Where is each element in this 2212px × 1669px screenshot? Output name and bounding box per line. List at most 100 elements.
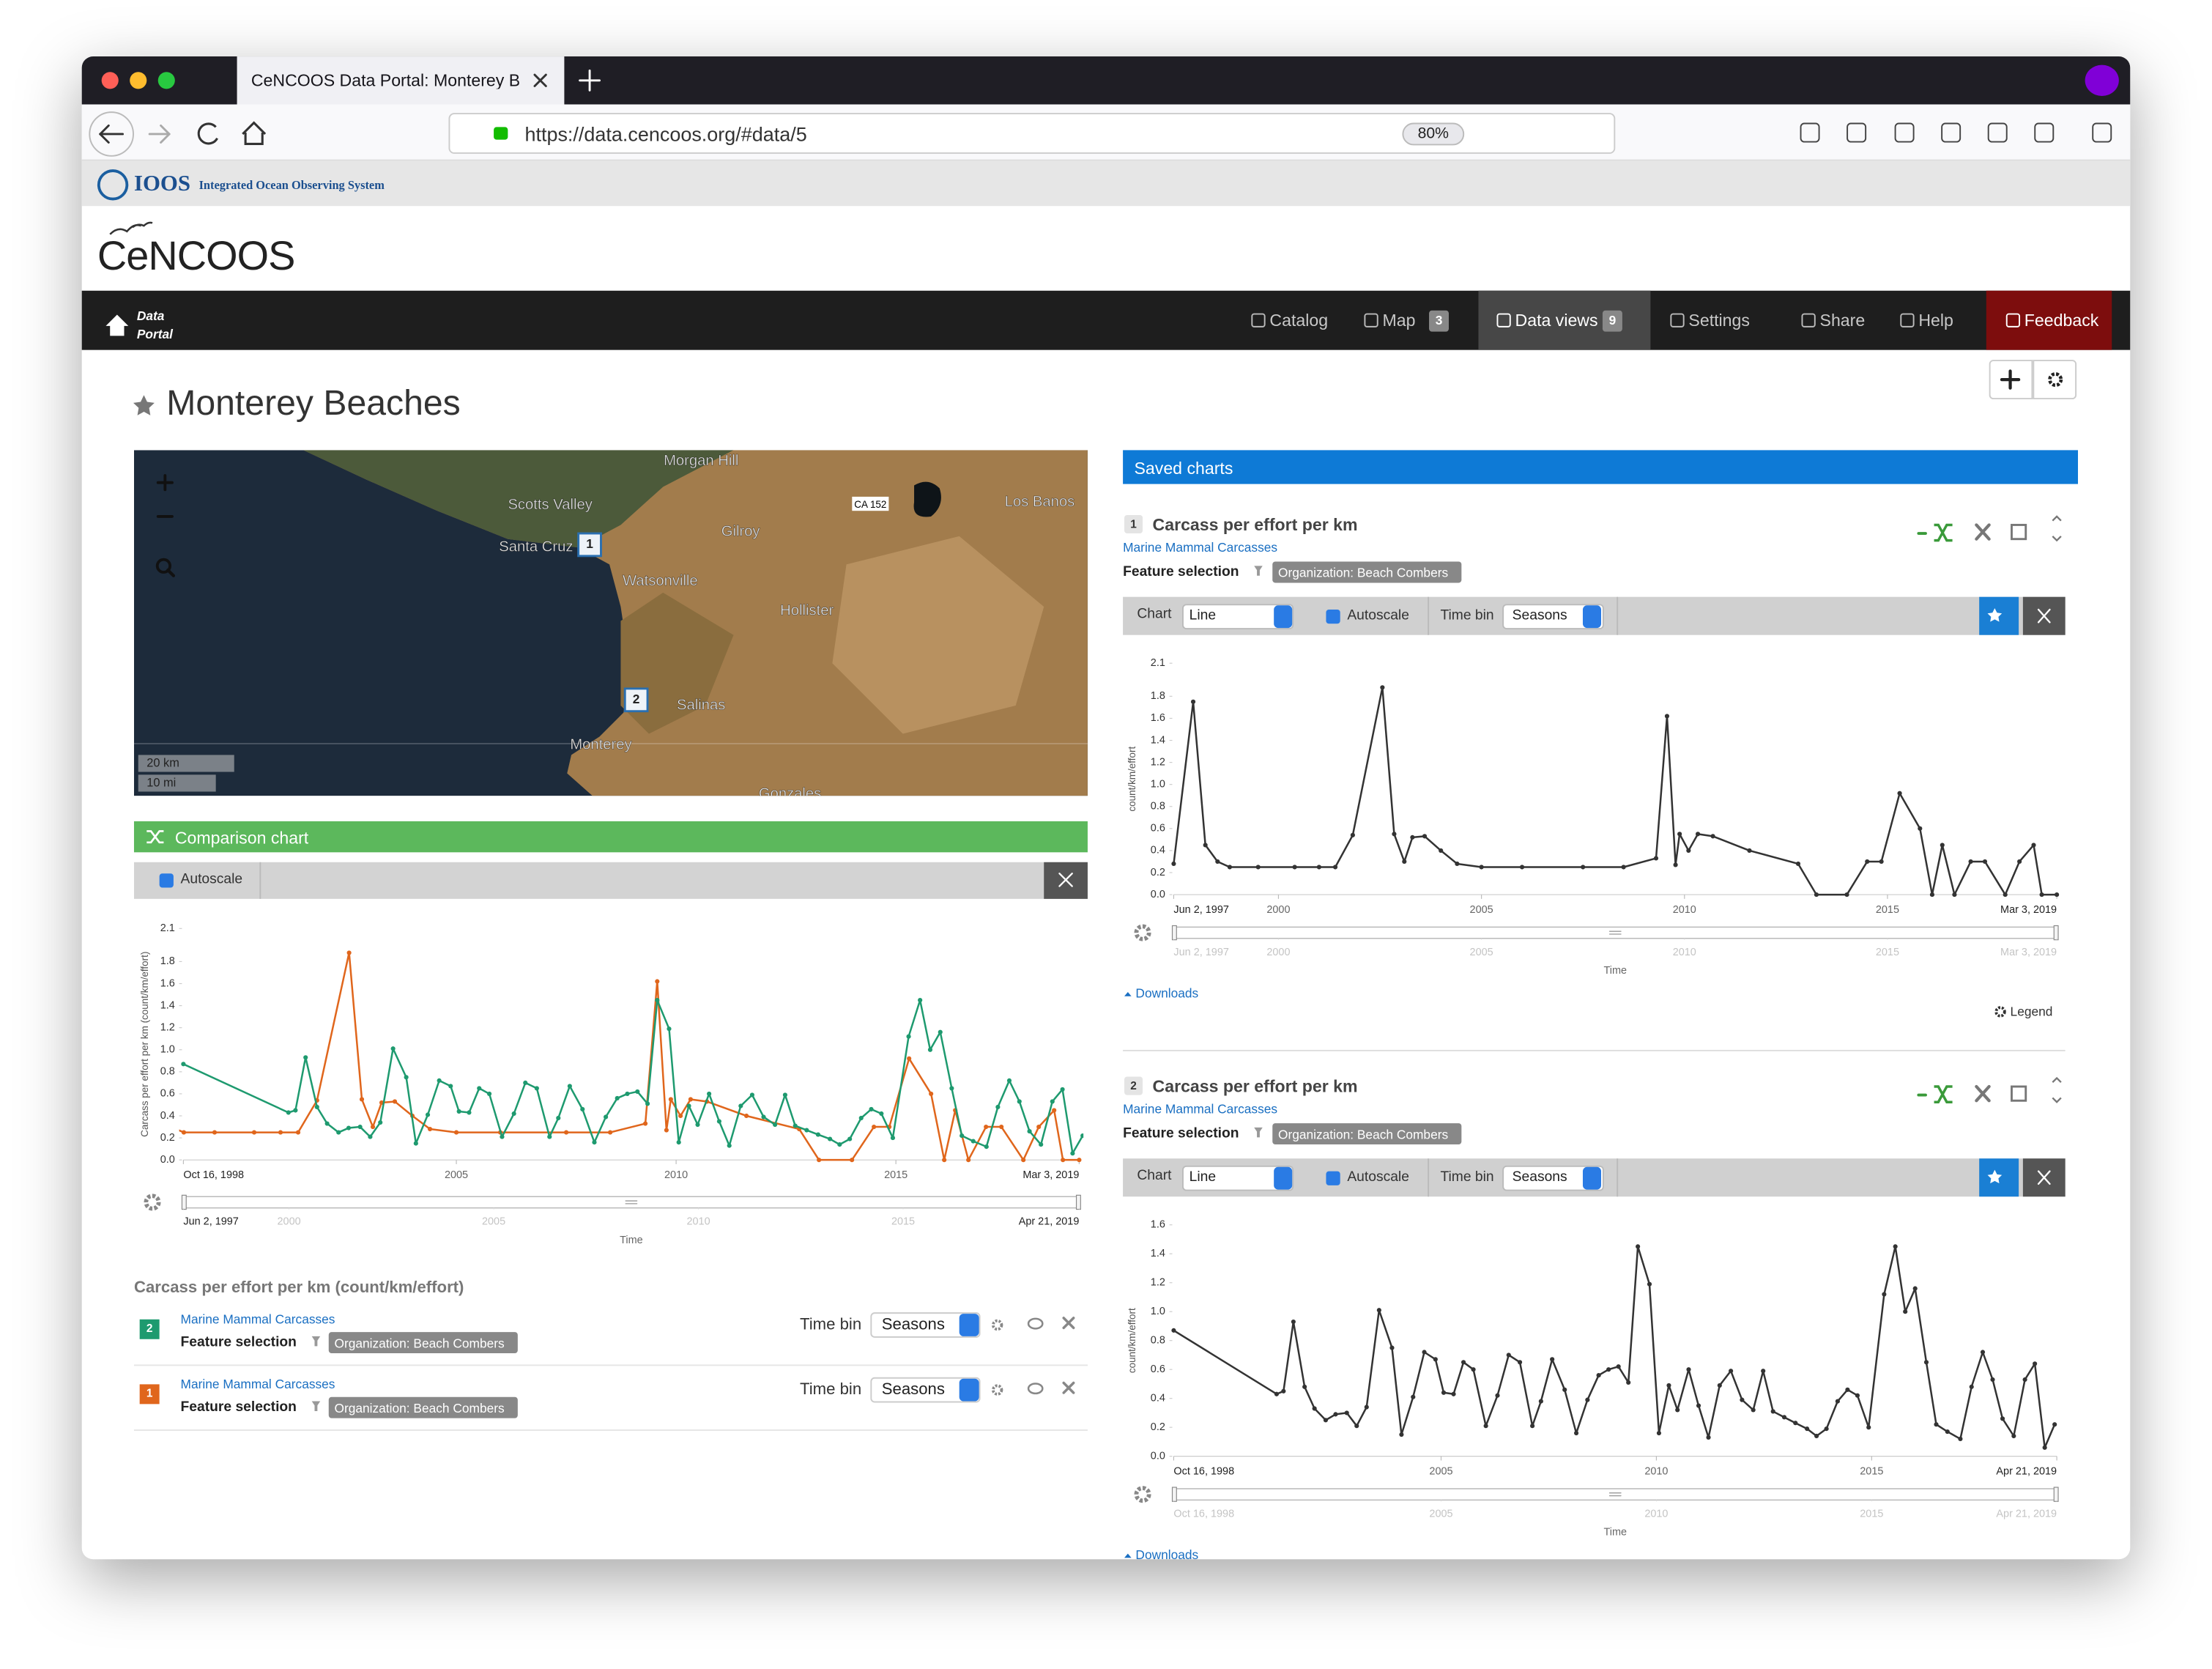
- tab[interactable]: [237, 56, 565, 105]
- zoom-level: 80%: [1417, 125, 1450, 143]
- select-arrow: [959, 1378, 979, 1402]
- chart-type-label: Chart: [1137, 1168, 1172, 1184]
- select-arrow: [1582, 605, 1602, 629]
- nav-icon: [1900, 313, 1915, 327]
- chart-type-label: Chart: [1137, 607, 1172, 623]
- nav-brand: Data: [136, 308, 165, 324]
- fullscreen-button[interactable]: [2022, 596, 2066, 635]
- private-icon: [2085, 64, 2119, 96]
- back-button[interactable]: [89, 111, 134, 157]
- favorite-button[interactable]: [1979, 1158, 2019, 1197]
- autoscale-checkbox[interactable]: [159, 873, 174, 888]
- toolbar-icon[interactable]: [2034, 122, 2055, 143]
- filter-tag: [328, 1396, 518, 1418]
- autoscale-checkbox[interactable]: [1326, 1171, 1340, 1185]
- time-bin-value: Seasons: [881, 1316, 945, 1334]
- select-arrow: [1582, 1166, 1602, 1190]
- toolbar-divider: [1428, 1158, 1430, 1197]
- ioos-full: Integrated Ocean Observing System: [198, 177, 385, 192]
- zoom-box[interactable]: [148, 550, 182, 585]
- nav-badge: [1602, 310, 1622, 332]
- settings-button[interactable]: [2033, 360, 2077, 400]
- comparison-toolbar: [133, 862, 1088, 899]
- fullscreen-button[interactable]: [2022, 1158, 2066, 1197]
- comparison-header: [133, 821, 1088, 853]
- time-bin-label: Time bin: [1440, 1169, 1494, 1185]
- time-bin-label: Time bin: [800, 1381, 862, 1399]
- feature-label: Feature selection: [1123, 1125, 1239, 1142]
- toolbar-icon[interactable]: [1941, 122, 1962, 143]
- window-button[interactable]: [130, 72, 147, 89]
- time-bin-value: Seasons: [881, 1381, 945, 1399]
- site-logo: CeNCOOS: [97, 234, 295, 280]
- saved-title: Saved charts: [1134, 458, 1233, 478]
- nav-badge: [1429, 310, 1450, 332]
- nav-badge-count: 3: [1435, 313, 1443, 327]
- toolbar-icon[interactable]: [1894, 122, 1915, 143]
- autoscale-label[interactable]: Autoscale: [1347, 1169, 1409, 1185]
- page-title: Monterey Beaches: [166, 383, 461, 423]
- layer-badge: [139, 1384, 160, 1405]
- legend-toggle[interactable]: Legend: [2010, 1004, 2053, 1019]
- autoscale-checkbox[interactable]: [1326, 610, 1340, 624]
- toolbar-divider: [259, 862, 261, 899]
- chart-divider: [1123, 1049, 2066, 1051]
- fullscreen-button[interactable]: [1044, 862, 1088, 899]
- nav-brand: Portal: [136, 327, 173, 342]
- select-arrow: [1274, 1166, 1293, 1190]
- favorite-button[interactable]: [1979, 596, 2019, 635]
- time-bin-label: Time bin: [1440, 608, 1494, 624]
- lock-icon: [494, 127, 508, 140]
- nav-item[interactable]: Catalog: [1269, 310, 1329, 330]
- add-button[interactable]: [1989, 360, 2033, 400]
- layer-badge-number: 2: [146, 1322, 153, 1335]
- select-arrow: [959, 1314, 979, 1336]
- layer-source[interactable]: Marine Mammal Carcasses: [180, 1377, 335, 1392]
- layer-divider: [133, 1364, 1088, 1366]
- downloads-link[interactable]: Downloads: [1135, 986, 1199, 1001]
- time-bin-value: Seasons: [1512, 608, 1567, 624]
- chart-type-value: Line: [1189, 1169, 1217, 1185]
- filter-text: Organization: Beach Combers: [1277, 566, 1449, 580]
- chart-source[interactable]: Marine Mammal Carcasses: [1123, 1102, 1278, 1117]
- nav-icon: [1364, 313, 1378, 327]
- feature-label: Feature selection: [1123, 564, 1239, 580]
- toolbar-divider: [1617, 1158, 1619, 1197]
- chart-type-value: Line: [1189, 608, 1217, 624]
- ioos-emblem: [97, 169, 129, 201]
- saved-header: [1123, 450, 2078, 484]
- select-arrow: [1274, 605, 1293, 629]
- zoom-badge[interactable]: [1402, 122, 1465, 146]
- window-button[interactable]: [101, 72, 119, 89]
- toolbar-icon[interactable]: [1847, 122, 1867, 143]
- filter-tag: [1272, 1123, 1462, 1144]
- autoscale-label[interactable]: Autoscale: [1347, 608, 1409, 624]
- toolbar-divider: [1428, 596, 1430, 635]
- toolbar-divider: [1617, 596, 1619, 635]
- nav-item[interactable]: Share: [1819, 310, 1866, 330]
- nav-icon: [1251, 313, 1266, 327]
- zoom-out[interactable]: [148, 499, 182, 534]
- ioos-bar: [81, 160, 2131, 207]
- nav-item[interactable]: Help: [1918, 310, 1953, 330]
- nav-item[interactable]: Data views: [1515, 310, 1598, 330]
- nav-icon: [1496, 313, 1511, 327]
- nav-item[interactable]: Map: [1382, 310, 1416, 330]
- time-bin-value: Seasons: [1512, 1169, 1567, 1185]
- chart-number-label: 1: [1130, 517, 1137, 531]
- time-bin-label: Time bin: [800, 1316, 862, 1334]
- toolbar-icon[interactable]: [1800, 122, 1820, 143]
- zoom-in[interactable]: [148, 465, 182, 500]
- toolbar-icon[interactable]: [2092, 122, 2112, 143]
- autoscale-label[interactable]: Autoscale: [180, 872, 243, 888]
- layer-source[interactable]: Marine Mammal Carcasses: [180, 1312, 335, 1327]
- window-button[interactable]: [157, 72, 175, 89]
- chart-source[interactable]: Marine Mammal Carcasses: [1123, 540, 1278, 555]
- toolbar-icon[interactable]: [1987, 122, 2008, 143]
- navbar: [81, 290, 2131, 350]
- downloads-link[interactable]: Downloads: [1135, 1547, 1199, 1563]
- nav-badge-count: 9: [1608, 313, 1617, 327]
- nav-item[interactable]: Feedback: [2024, 310, 2099, 330]
- nav-item[interactable]: Settings: [1688, 310, 1750, 330]
